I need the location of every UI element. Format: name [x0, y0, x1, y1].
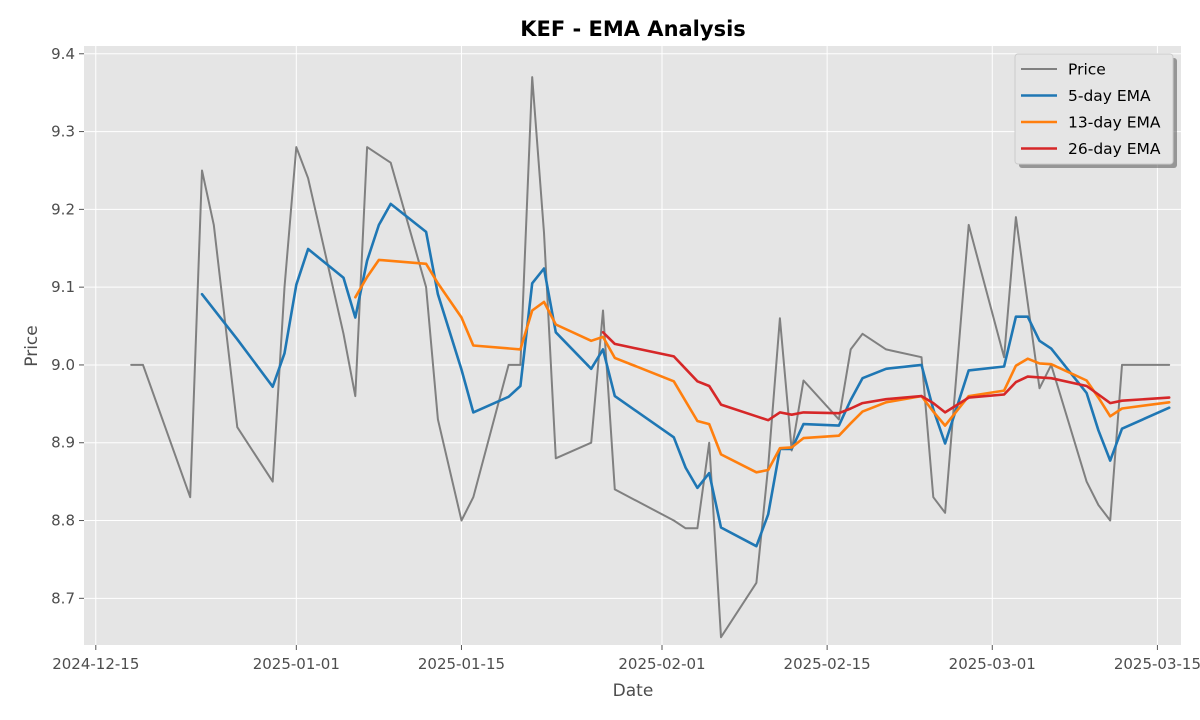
legend-label-5-day-ema: 5-day EMA	[1068, 87, 1151, 105]
x-tick-label: 2025-03-01	[949, 655, 1036, 673]
chart-title: KEF - EMA Analysis	[520, 17, 746, 41]
x-tick-label: 2025-01-15	[418, 655, 505, 673]
legend-label-price: Price	[1068, 61, 1106, 79]
y-tick-label: 9.3	[51, 123, 75, 141]
y-tick-label: 9.1	[51, 278, 75, 296]
y-axis: 8.7 8.8 8.9 9.0 9.1 9.2 9.3 9.4	[51, 45, 84, 607]
y-tick-label: 8.9	[51, 434, 75, 452]
x-tick-label: 2025-03-15	[1114, 655, 1200, 673]
legend-label-13-day-ema: 13-day EMA	[1068, 114, 1161, 132]
series-line-26-day-ema	[601, 330, 1171, 422]
x-tick-label: 2025-02-15	[784, 655, 871, 673]
x-tick-label: 2025-01-01	[253, 655, 340, 673]
x-axis-label: Date	[613, 681, 654, 701]
y-tick-label: 8.7	[51, 589, 75, 607]
legend-items: Price 5-day EMA 13-day EMA 26-day EMA	[1021, 61, 1161, 158]
series-line-13-day-ema	[353, 258, 1171, 474]
plot-area	[84, 46, 1181, 645]
series-line-price	[130, 76, 1171, 639]
y-tick-label: 9.2	[51, 200, 75, 218]
series-line-5-day-ema	[200, 202, 1171, 548]
y-tick-label: 9.0	[51, 356, 75, 374]
x-tick-label: 2024-12-15	[52, 655, 139, 673]
series-lines	[130, 76, 1171, 639]
legend-box	[1014, 53, 1174, 165]
legend-label-26-day-ema: 26-day EMA	[1068, 140, 1161, 158]
y-tick-label: 9.4	[51, 45, 75, 63]
x-axis: 2024-12-15 2025-01-01 2025-01-15 2025-02-01…	[52, 645, 1200, 673]
y-axis-label: Price	[22, 325, 42, 366]
legend: Price 5-day EMA 13-day EMA 26-day EMA	[1014, 53, 1177, 168]
x-tick-label: 2025-02-01	[618, 655, 705, 673]
y-tick-label: 8.8	[51, 512, 75, 530]
